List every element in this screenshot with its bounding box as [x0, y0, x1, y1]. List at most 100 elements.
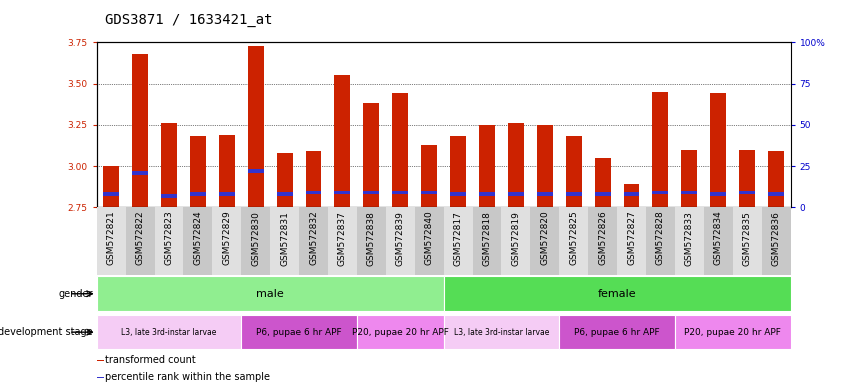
Bar — [183, 207, 212, 275]
Text: GSM572836: GSM572836 — [771, 211, 780, 266]
Bar — [132, 54, 148, 207]
Text: GSM572827: GSM572827 — [627, 211, 636, 265]
Bar — [125, 207, 155, 275]
Bar — [241, 207, 270, 275]
Text: GSM572823: GSM572823 — [165, 211, 173, 265]
Bar — [537, 192, 553, 196]
Text: GSM572838: GSM572838 — [367, 211, 376, 266]
Bar — [392, 93, 408, 207]
Bar — [617, 207, 646, 275]
Text: GSM572834: GSM572834 — [714, 211, 722, 265]
Bar — [479, 192, 495, 196]
Bar — [277, 153, 293, 207]
Text: GSM572828: GSM572828 — [656, 211, 665, 265]
Bar — [508, 123, 524, 207]
Bar — [305, 151, 321, 207]
Bar — [299, 207, 328, 275]
Bar — [566, 192, 582, 196]
Bar — [681, 149, 697, 207]
Text: P20, pupae 20 hr APF: P20, pupae 20 hr APF — [352, 328, 449, 337]
Bar — [97, 315, 241, 349]
Bar — [623, 184, 639, 207]
Text: P6, pupae 6 hr APF: P6, pupae 6 hr APF — [574, 328, 660, 337]
Bar — [473, 207, 501, 275]
Bar — [386, 207, 415, 275]
Bar — [190, 136, 206, 207]
Text: GSM572820: GSM572820 — [540, 211, 549, 265]
Bar — [421, 145, 437, 207]
Bar — [768, 151, 784, 207]
Bar — [363, 191, 379, 194]
Bar — [335, 191, 351, 194]
Text: GSM572821: GSM572821 — [107, 211, 116, 265]
Bar — [653, 92, 669, 207]
Bar — [219, 192, 235, 196]
Bar — [219, 135, 235, 207]
Bar — [132, 171, 148, 174]
Bar — [733, 207, 762, 275]
Text: GSM572833: GSM572833 — [685, 211, 694, 266]
Bar — [161, 194, 177, 198]
Bar — [97, 360, 104, 361]
Text: GSM572825: GSM572825 — [569, 211, 579, 265]
Text: gender: gender — [58, 289, 93, 299]
Text: P20, pupae 20 hr APF: P20, pupae 20 hr APF — [685, 328, 781, 337]
Text: GSM572817: GSM572817 — [453, 211, 463, 266]
Bar — [212, 207, 241, 275]
Text: percentile rank within the sample: percentile rank within the sample — [105, 372, 271, 382]
Bar — [450, 192, 466, 196]
Text: male: male — [257, 289, 284, 299]
Bar — [415, 207, 444, 275]
Text: GSM572824: GSM572824 — [193, 211, 203, 265]
Bar — [335, 75, 351, 207]
Text: L3, late 3rd-instar larvae: L3, late 3rd-instar larvae — [121, 328, 217, 337]
Bar — [711, 192, 727, 196]
Bar — [103, 192, 119, 196]
Bar — [357, 207, 386, 275]
Text: GSM572826: GSM572826 — [598, 211, 607, 265]
Bar — [328, 207, 357, 275]
Bar — [444, 315, 559, 349]
Bar — [363, 103, 379, 207]
Text: GSM572818: GSM572818 — [483, 211, 491, 266]
Bar — [653, 191, 669, 194]
Bar — [97, 207, 125, 275]
Bar — [711, 93, 727, 207]
Bar — [161, 123, 177, 207]
Bar — [270, 207, 299, 275]
Bar — [305, 191, 321, 194]
Bar — [559, 207, 588, 275]
Bar — [768, 192, 784, 196]
Bar — [450, 136, 466, 207]
Text: GSM572831: GSM572831 — [280, 211, 289, 266]
Text: GSM572819: GSM572819 — [511, 211, 521, 266]
Bar — [508, 192, 524, 196]
Bar — [357, 315, 443, 349]
Bar — [479, 125, 495, 207]
Bar — [97, 276, 443, 311]
Text: GSM572837: GSM572837 — [338, 211, 347, 266]
Bar — [103, 166, 119, 207]
Bar — [444, 207, 473, 275]
Bar — [588, 207, 617, 275]
Bar — [241, 315, 357, 349]
Bar — [595, 192, 611, 196]
Bar — [392, 191, 408, 194]
Bar — [674, 207, 704, 275]
Bar — [421, 191, 437, 194]
Text: GSM572830: GSM572830 — [251, 211, 260, 266]
Text: GSM572829: GSM572829 — [222, 211, 231, 265]
Bar — [762, 207, 791, 275]
Bar — [248, 46, 264, 207]
Text: GSM572822: GSM572822 — [135, 211, 145, 265]
Bar — [739, 191, 755, 194]
Bar — [566, 136, 582, 207]
Bar — [739, 149, 755, 207]
Text: P6, pupae 6 hr APF: P6, pupae 6 hr APF — [257, 328, 342, 337]
Text: GDS3871 / 1633421_at: GDS3871 / 1633421_at — [105, 13, 272, 27]
Bar — [537, 125, 553, 207]
Bar — [681, 191, 697, 194]
Bar — [190, 192, 206, 196]
Text: GSM572840: GSM572840 — [425, 211, 434, 265]
Bar — [444, 276, 791, 311]
